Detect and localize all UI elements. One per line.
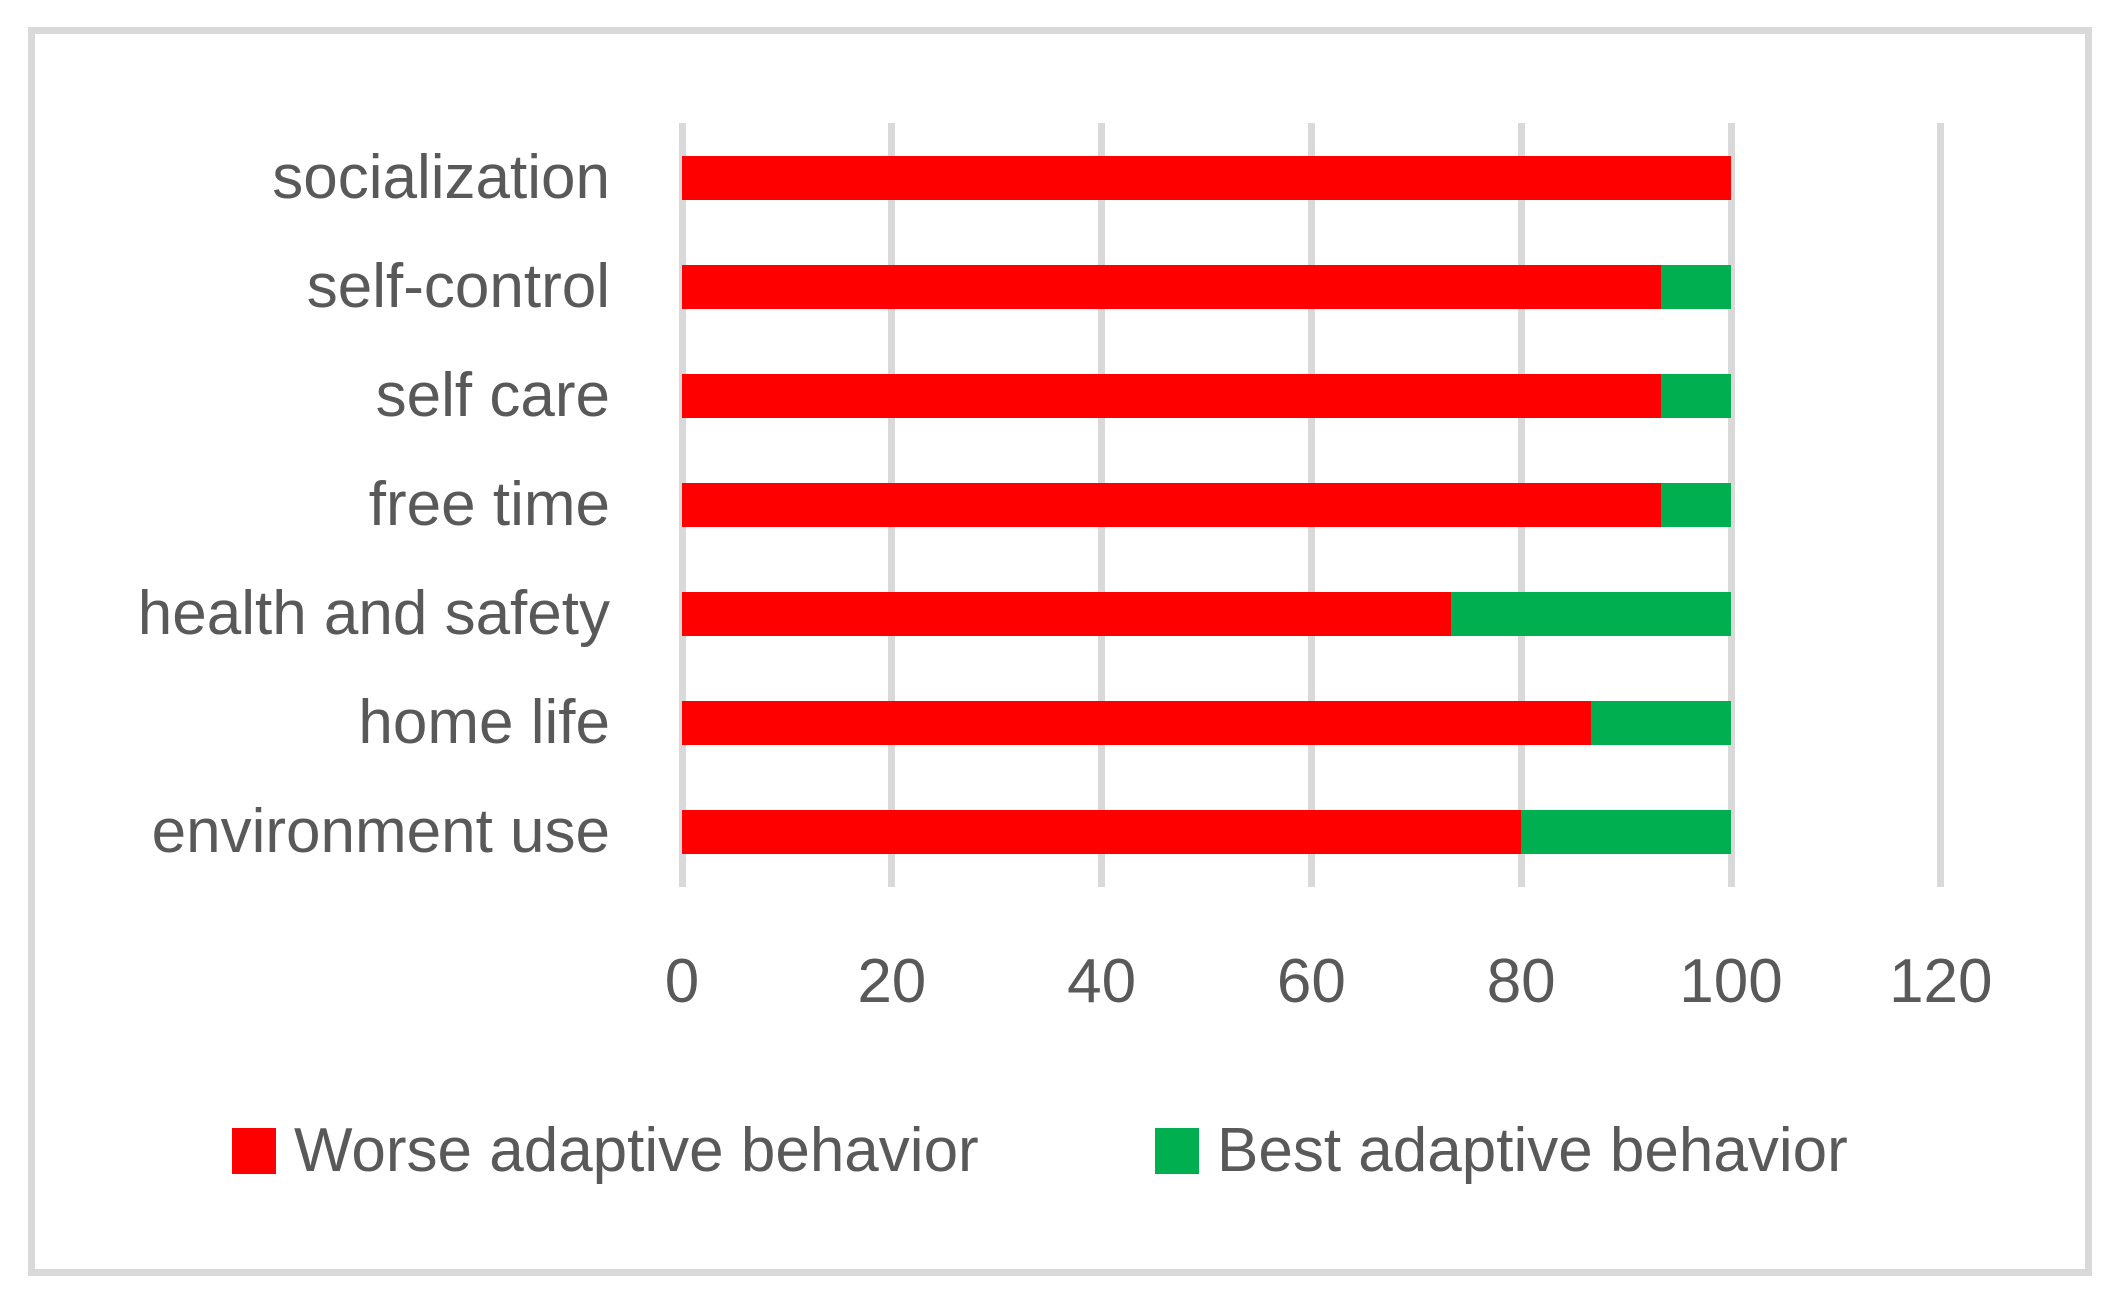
chart-border — [28, 27, 2092, 1276]
gridline-120 — [1937, 123, 1945, 887]
bar-free-time-worse-adaptive-behavior — [682, 482, 1661, 527]
bar-home-life-best-adaptive-behavior — [1591, 701, 1731, 746]
gridline-100 — [1727, 123, 1735, 887]
category-label-self-control: self-control — [306, 251, 610, 321]
bar-free-time-best-adaptive-behavior — [1660, 482, 1731, 527]
x-tick-label-120: 120 — [1889, 947, 1993, 1016]
legend-swatch-worse-adaptive-behavior — [232, 1127, 276, 1174]
category-label-socialization: socialization — [272, 142, 610, 212]
legend-item-best-adaptive-behavior: Best adaptive behavior — [1155, 1119, 1848, 1181]
category-label-self-care: self care — [375, 360, 610, 430]
category-label-health-and-safety: health and safety — [137, 579, 610, 649]
bar-self-care-worse-adaptive-behavior — [682, 373, 1661, 418]
bar-socialization-worse-adaptive-behavior — [682, 155, 1731, 200]
legend-item-worse-adaptive-behavior: Worse adaptive behavior — [232, 1119, 979, 1181]
legend-label-best-adaptive-behavior: Best adaptive behavior — [1217, 1115, 1848, 1185]
bar-health-and-safety-worse-adaptive-behavior — [682, 592, 1451, 637]
bar-self-care-best-adaptive-behavior — [1660, 373, 1731, 418]
bar-health-and-safety-best-adaptive-behavior — [1450, 592, 1731, 637]
x-tick-label-20: 20 — [857, 947, 927, 1016]
x-tick-label-100: 100 — [1679, 947, 1783, 1016]
x-tick-label-0: 0 — [664, 947, 700, 1016]
bar-self-control-worse-adaptive-behavior — [682, 264, 1661, 309]
x-tick-label-40: 40 — [1067, 947, 1137, 1016]
x-tick-label-60: 60 — [1276, 947, 1346, 1016]
legend-label-worse-adaptive-behavior: Worse adaptive behavior — [294, 1115, 979, 1185]
category-label-free-time: free time — [368, 469, 610, 539]
bar-self-control-best-adaptive-behavior — [1660, 264, 1731, 309]
category-label-environment-use: environment use — [151, 797, 610, 867]
bar-home-life-worse-adaptive-behavior — [682, 701, 1592, 746]
category-label-home-life: home life — [358, 688, 610, 758]
legend-swatch-best-adaptive-behavior — [1155, 1127, 1199, 1174]
bar-environment-use-worse-adaptive-behavior — [682, 810, 1522, 855]
bar-environment-use-best-adaptive-behavior — [1521, 810, 1731, 855]
x-tick-label-80: 80 — [1486, 947, 1556, 1016]
